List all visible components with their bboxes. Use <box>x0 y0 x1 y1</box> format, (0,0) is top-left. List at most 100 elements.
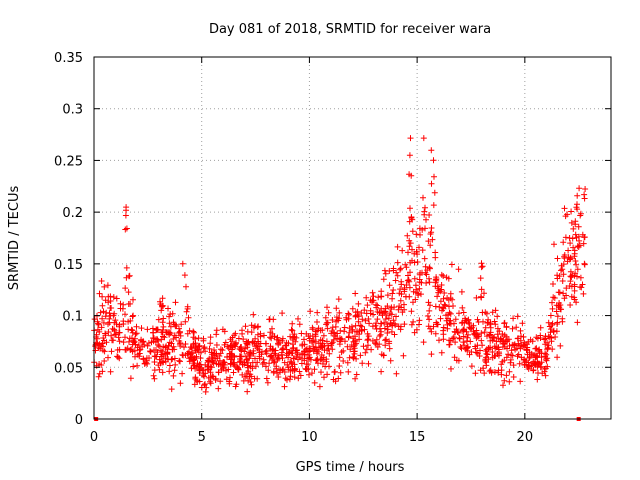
data-point <box>567 278 574 285</box>
data-point <box>290 334 297 341</box>
data-point <box>311 366 318 373</box>
data-point <box>495 352 502 359</box>
data-point <box>378 368 385 375</box>
data-point <box>514 335 521 342</box>
data-point <box>359 316 366 323</box>
data-point <box>478 286 485 293</box>
data-point <box>337 369 344 376</box>
data-point <box>116 329 123 336</box>
data-point <box>210 352 217 359</box>
data-point <box>195 335 202 342</box>
data-point <box>99 340 106 347</box>
data-point <box>521 362 528 368</box>
data-point <box>483 310 490 317</box>
data-point <box>503 323 510 330</box>
data-point <box>201 344 208 351</box>
data-point <box>213 342 220 348</box>
data-point <box>254 359 261 366</box>
data-point <box>517 378 524 385</box>
data-point <box>335 296 342 303</box>
data-point <box>518 354 525 361</box>
data-point <box>158 336 165 343</box>
data-point <box>111 310 118 317</box>
data-point <box>279 355 286 362</box>
data-point <box>123 225 130 232</box>
data-point <box>113 295 120 302</box>
data-point <box>506 378 513 385</box>
data-point <box>576 185 583 192</box>
data-point <box>166 362 173 369</box>
data-point <box>495 369 502 376</box>
data-point <box>282 342 289 349</box>
data-point <box>478 260 485 267</box>
data-point <box>317 327 324 334</box>
data-point <box>230 369 237 376</box>
data-point <box>532 358 538 365</box>
data-point <box>116 346 123 353</box>
data-point <box>555 289 562 296</box>
data-point <box>215 369 222 376</box>
data-point <box>278 349 285 356</box>
data-point <box>437 315 444 322</box>
data-point <box>573 261 580 268</box>
data-point <box>344 359 351 366</box>
data-point <box>186 355 193 362</box>
data-point <box>417 231 423 238</box>
data-point <box>297 372 304 379</box>
data-point <box>221 328 228 335</box>
data-point <box>306 335 313 342</box>
data-point <box>100 308 107 315</box>
data-point <box>289 320 296 327</box>
data-point <box>478 330 485 337</box>
data-point <box>426 316 433 323</box>
data-point <box>427 325 434 332</box>
data-point <box>267 353 274 360</box>
data-point <box>125 289 132 296</box>
axis-ticks <box>93 56 611 420</box>
data-point <box>125 318 132 325</box>
data-point <box>97 309 104 316</box>
data-point <box>197 355 204 362</box>
data-point <box>355 300 362 307</box>
data-point <box>359 360 366 367</box>
data-point <box>399 247 406 254</box>
data-point <box>254 375 261 382</box>
data-point <box>500 382 506 389</box>
data-point <box>411 259 418 266</box>
data-point <box>96 361 103 367</box>
data-point <box>348 323 355 330</box>
data-point <box>489 349 496 355</box>
data-point <box>472 345 479 352</box>
data-point <box>512 346 519 353</box>
data-point <box>245 377 252 384</box>
data-point <box>127 300 134 307</box>
data-point <box>390 265 397 272</box>
data-point <box>429 236 436 243</box>
data-point <box>311 346 318 353</box>
data-point <box>144 342 151 349</box>
data-point <box>423 280 430 286</box>
data-point <box>546 334 553 341</box>
data-point <box>450 334 457 341</box>
data-point <box>177 358 183 365</box>
data-point <box>522 358 529 364</box>
data-point <box>395 323 402 330</box>
data-point <box>440 331 447 338</box>
y-tick-label: 0.25 <box>54 154 83 169</box>
data-point <box>275 340 281 347</box>
data-point <box>256 343 263 350</box>
data-point <box>176 325 182 332</box>
data-point <box>386 345 393 352</box>
data-point <box>365 342 371 349</box>
data-point <box>198 384 205 391</box>
data-point <box>566 235 573 241</box>
data-point <box>355 318 362 325</box>
data-point <box>129 341 136 348</box>
data-point <box>400 352 407 359</box>
data-point <box>582 186 589 192</box>
data-point <box>200 372 207 379</box>
data-point <box>340 347 347 354</box>
data-point <box>222 339 229 346</box>
data-point <box>574 243 581 250</box>
data-point <box>560 239 567 246</box>
